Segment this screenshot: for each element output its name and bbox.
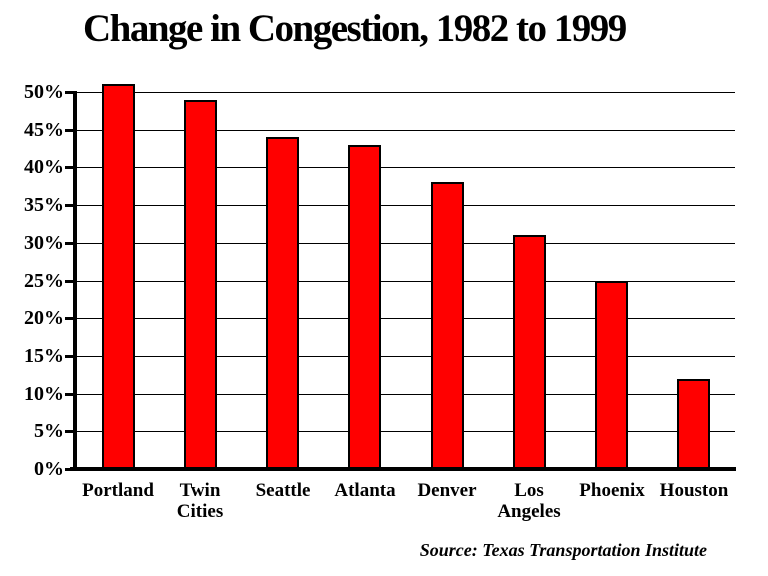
y-tick-20 bbox=[65, 317, 77, 320]
gridline-20 bbox=[77, 318, 735, 319]
y-tick-label-40: 40% bbox=[24, 156, 64, 178]
y-tick-15 bbox=[65, 355, 77, 358]
gridline-45 bbox=[77, 130, 735, 131]
y-tick-5 bbox=[65, 430, 77, 433]
y-tick-30 bbox=[65, 242, 77, 245]
x-axis-line bbox=[70, 467, 736, 471]
y-tick-label-10: 10% bbox=[24, 383, 64, 405]
y-tick-40 bbox=[65, 166, 77, 169]
x-label-atlanta: Atlanta bbox=[334, 480, 396, 501]
gridline-30 bbox=[77, 243, 735, 244]
y-tick-label-25: 25% bbox=[24, 270, 64, 292]
gridline-50 bbox=[77, 92, 735, 93]
source-credit: Source: Texas Transportation Institute bbox=[419, 540, 707, 560]
x-label-portland: Portland bbox=[82, 480, 154, 501]
y-tick-label-30: 30% bbox=[24, 232, 64, 254]
y-tick-0 bbox=[65, 468, 77, 471]
gridline-25 bbox=[77, 281, 735, 282]
y-tick-10 bbox=[65, 393, 77, 396]
x-label-denver: Denver bbox=[417, 480, 477, 501]
bar-seattle bbox=[266, 137, 299, 469]
y-tick-45 bbox=[65, 129, 77, 132]
bar-twin-cities bbox=[184, 100, 217, 469]
y-tick-35 bbox=[65, 204, 77, 207]
x-label-twin-cities: Twin Cities bbox=[176, 480, 224, 522]
gridline-10 bbox=[77, 394, 735, 395]
bar-phoenix bbox=[595, 281, 628, 470]
bar-atlanta bbox=[348, 145, 381, 469]
y-tick-label-15: 15% bbox=[24, 345, 64, 367]
y-tick-label-5: 5% bbox=[34, 420, 64, 442]
y-tick-label-45: 45% bbox=[24, 119, 64, 141]
bar-denver bbox=[431, 182, 464, 469]
y-tick-label-35: 35% bbox=[24, 194, 64, 216]
gridline-5 bbox=[77, 431, 735, 432]
y-tick-25 bbox=[65, 280, 77, 283]
gridline-35 bbox=[77, 205, 735, 206]
x-label-phoenix: Phoenix bbox=[579, 480, 645, 501]
gridline-40 bbox=[77, 167, 735, 168]
y-tick-50 bbox=[65, 91, 77, 94]
chart-title: Change in Congestion, 1982 to 1999 bbox=[83, 7, 627, 50]
x-label-seattle: Seattle bbox=[255, 480, 311, 501]
bar-portland bbox=[102, 84, 135, 469]
x-label-houston: Houston bbox=[659, 480, 729, 501]
gridline-15 bbox=[77, 356, 735, 357]
y-axis-line bbox=[73, 92, 77, 467]
x-label-los-angeles: Los Angeles bbox=[497, 480, 561, 522]
y-tick-label-20: 20% bbox=[24, 307, 64, 329]
y-tick-label-0: 0% bbox=[34, 458, 64, 480]
bar-houston bbox=[677, 379, 710, 469]
bar-los-angeles bbox=[513, 235, 546, 469]
y-tick-label-50: 50% bbox=[24, 81, 64, 103]
